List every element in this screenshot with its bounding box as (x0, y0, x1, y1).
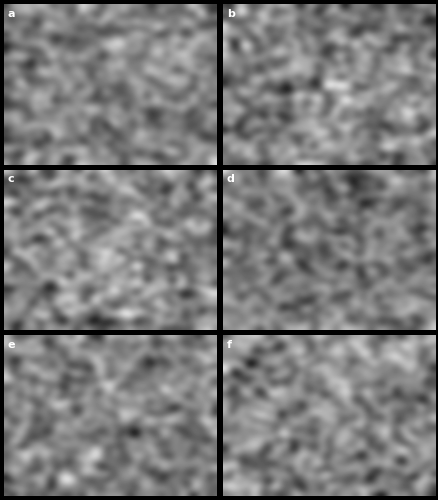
Text: c: c (8, 174, 14, 184)
Text: d: d (226, 174, 234, 184)
Text: a: a (8, 9, 15, 19)
Text: f: f (226, 340, 231, 350)
Text: e: e (8, 340, 15, 350)
Text: b: b (226, 9, 234, 19)
